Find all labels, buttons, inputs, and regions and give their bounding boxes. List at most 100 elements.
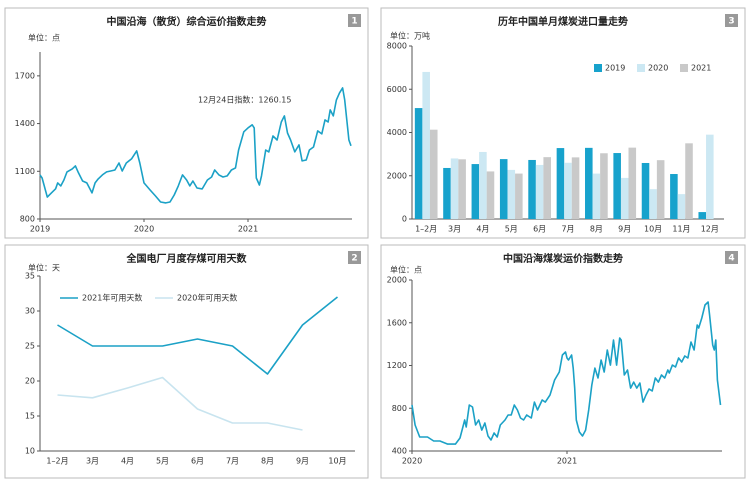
bar [479, 151, 487, 219]
y-tick-label: 800 [392, 404, 407, 413]
x-tick-label: 2021 [557, 457, 577, 466]
unit-label: 单位：天 [28, 263, 60, 273]
y-tick-label: 0 [402, 215, 407, 224]
y-tick-label: 400 [392, 447, 407, 456]
x-tick-label: 1–2月 [415, 225, 437, 234]
y-tick-label: 8000 [387, 42, 407, 51]
y-tick-label: 20 [25, 377, 35, 386]
panel-frame [380, 7, 746, 239]
y-tick-label: 1600 [387, 318, 407, 327]
bar [443, 167, 451, 219]
x-tick-label: 12月 [701, 225, 719, 234]
bar [706, 134, 714, 219]
bar [429, 129, 438, 219]
bar [685, 143, 693, 219]
bar [535, 164, 544, 219]
y-tick-label: 25 [25, 342, 35, 351]
panel-number: 2 [351, 254, 357, 264]
y-tick-label: 1100 [15, 167, 35, 176]
x-tick-label: 6月 [533, 225, 546, 234]
y-tick-label: 30 [25, 307, 35, 316]
x-tick-label: 10月 [644, 225, 662, 234]
y-tick-label: 6000 [387, 85, 407, 94]
x-tick-label: 7月 [226, 457, 239, 466]
unit-label: 单位：点 [390, 265, 422, 275]
y-tick-label: 35 [25, 272, 35, 281]
bar [499, 159, 508, 219]
x-tick-label: 3月 [86, 457, 99, 466]
y-tick-label: 1700 [15, 71, 35, 80]
chart-title: 历年中国单月煤炭进口量走势 [498, 15, 628, 28]
bar [641, 162, 650, 219]
line-series [411, 301, 722, 445]
y-tick-label: 800 [20, 215, 35, 224]
panel-badge [725, 14, 738, 27]
x-tick-label: 2019 [30, 225, 50, 234]
bar [698, 212, 707, 219]
bar [677, 194, 686, 219]
legend-label: 2021年可用天数 [82, 293, 142, 303]
line-series [57, 376, 303, 431]
legend-swatch [594, 64, 602, 72]
chart-title: 中国沿海（散货）综合运价指数走势 [107, 15, 267, 28]
x-tick-label: 9月 [618, 225, 631, 234]
x-tick-label: 11月 [672, 225, 690, 234]
bar [571, 157, 580, 219]
y-tick-label: 10 [25, 447, 35, 456]
chart-title: 全国电厂月度存煤可用天数 [126, 252, 248, 265]
x-tick-label: 6月 [191, 457, 204, 466]
y-tick-label: 2000 [387, 171, 407, 180]
panel-number: 4 [728, 254, 734, 264]
x-tick-label: 5月 [505, 225, 518, 234]
panel-badge [348, 14, 361, 27]
x-tick-label: 2020 [402, 457, 422, 466]
panel-frame [4, 244, 369, 479]
legend-label: 2020 [648, 64, 668, 73]
y-tick-label: 1200 [387, 361, 407, 370]
y-tick-label: 1400 [15, 119, 35, 128]
bar [628, 147, 637, 219]
legend-label: 2020年可用天数 [177, 293, 237, 303]
y-tick-label: 4000 [387, 128, 407, 137]
line-series [57, 296, 338, 375]
bar [585, 147, 593, 219]
x-tick-label: 5月 [156, 457, 169, 466]
x-tick-label: 2020 [134, 225, 154, 234]
x-tick-label: 9月 [296, 457, 309, 466]
bar [414, 108, 423, 219]
legend-swatch [637, 64, 645, 72]
panel-badge [725, 251, 738, 264]
legend-swatch [680, 64, 688, 72]
bar [486, 171, 495, 219]
line-series [39, 87, 352, 204]
panel-number: 1 [351, 17, 357, 27]
bar [649, 189, 657, 219]
panel-frame [4, 7, 369, 239]
bar [600, 153, 608, 219]
bar [515, 173, 523, 219]
bar [543, 157, 551, 219]
legend-label: 2021 [691, 64, 711, 73]
x-tick-label: 10月 [328, 457, 346, 466]
bar [670, 174, 678, 219]
bar [556, 148, 565, 219]
chart-title: 中国沿海煤炭运价指数走势 [503, 252, 623, 265]
bar [613, 153, 621, 219]
x-tick-label: 8月 [261, 457, 274, 466]
panel-number: 3 [728, 17, 734, 27]
x-tick-label: 2021 [238, 225, 258, 234]
bar [528, 159, 536, 219]
unit-label: 单位：点 [28, 33, 60, 43]
bar [564, 162, 572, 219]
legend-label: 2019 [605, 64, 625, 73]
y-tick-label: 15 [25, 412, 35, 421]
annotation: 12月24日指数：1260.15 [198, 95, 291, 105]
panel-badge [348, 251, 361, 264]
bar [422, 71, 430, 219]
bar [458, 159, 466, 219]
x-tick-label: 1–2月 [46, 457, 68, 466]
x-tick-label: 3月 [448, 225, 461, 234]
bar [620, 177, 629, 219]
x-tick-label: 8月 [590, 225, 603, 234]
